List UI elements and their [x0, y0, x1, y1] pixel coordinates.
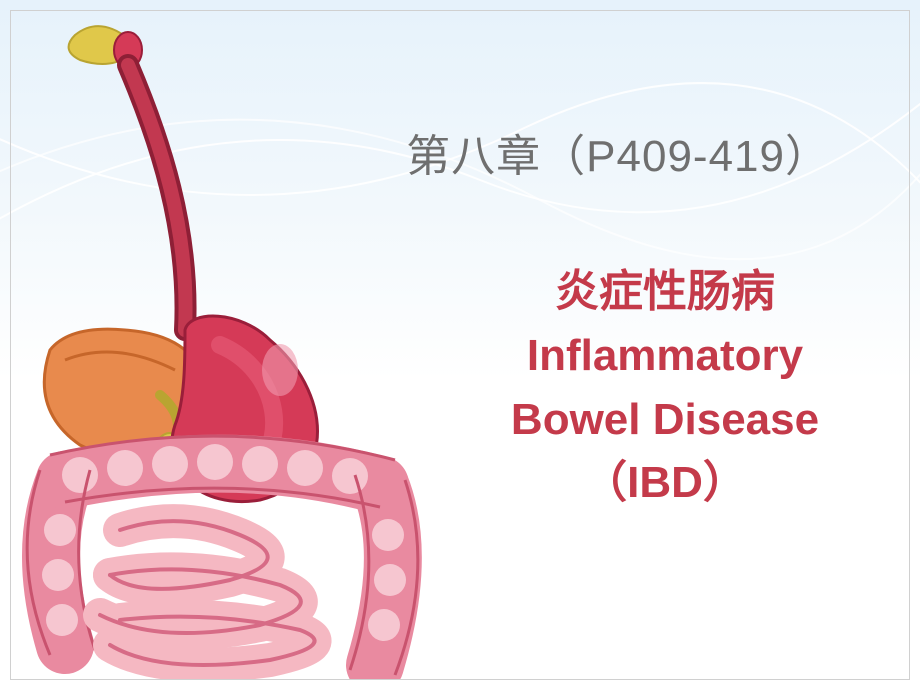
main-title: 炎症性肠病 Inflammatory Bowel Disease （IBD）	[430, 260, 900, 515]
main-title-line2: Inflammatory	[430, 324, 900, 388]
main-title-line1: 炎症性肠病	[430, 260, 900, 324]
main-title-line3: Bowel Disease	[430, 388, 900, 452]
main-title-line4: （IBD）	[430, 451, 900, 515]
slide: 第八章（P409-419） 炎症性肠病 Inflammatory Bowel D…	[0, 0, 920, 690]
chapter-title: 第八章（P409-419）	[406, 120, 830, 184]
digestive-system-illustration	[10, 10, 430, 680]
